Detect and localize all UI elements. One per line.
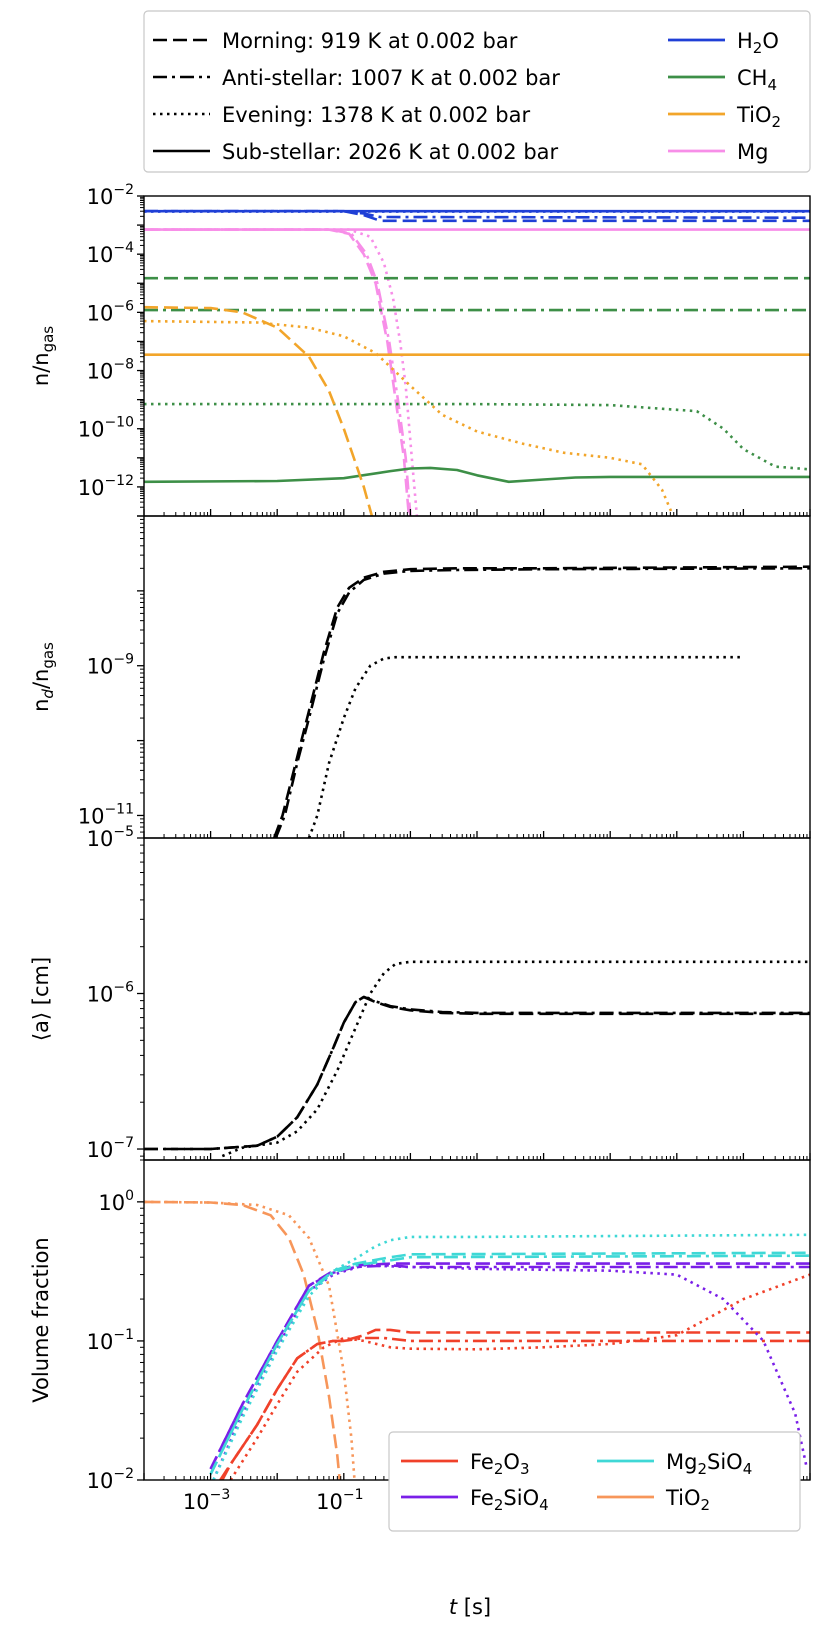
- x-ticks: [143, 1153, 811, 1160]
- legend-label: CH4: [737, 66, 777, 94]
- y-tick-label: 10−9: [87, 652, 134, 679]
- series-group: [144, 960, 810, 1158]
- y-tick-label: 10−6: [87, 980, 134, 1007]
- y-axis-label: n/ngas: [29, 326, 57, 386]
- x-tick-label: 10−3: [183, 1487, 230, 1514]
- series-line-dashdot: [144, 995, 810, 1151]
- series-line-h2o-dashdot: [144, 209, 810, 219]
- legend-top: Morning: 919 K at 0.002 bar Anti-stellar:…: [143, 10, 811, 173]
- legend-label: Sub-stellar: 2026 K at 0.002 bar: [222, 140, 559, 164]
- y-ticks: 100 10−1 10−2: [87, 1159, 144, 1493]
- panel-1: 10−2 10−4 10−6 10−8 10−10 10−12 n/ngas: [29, 182, 811, 517]
- y-tick-label: 10−8: [87, 357, 134, 384]
- legend-bottom-frame: [388, 1431, 801, 1532]
- series-line-fe2sio4-dashdot: [209, 1264, 810, 1470]
- legend-top-frame: [143, 10, 811, 173]
- series-line-dashdot: [274, 566, 810, 838]
- series-group: [144, 1200, 810, 1480]
- legend-label: Evening: 1378 K at 0.002 bar: [222, 103, 530, 127]
- y-ticks: 10−9 10−11: [78, 515, 144, 839]
- series-line-fe2o3-dashdot: [221, 1336, 810, 1480]
- legend-label: Fe2SiO4: [470, 1486, 549, 1514]
- series-line-ch4-solid: [144, 466, 810, 484]
- y-tick-label: 100: [98, 1188, 134, 1215]
- series-line-fe2o3-dotted: [229, 1273, 810, 1480]
- legend-label: Fe2O3: [470, 1450, 529, 1478]
- series-line-mg2sio4-dashed: [209, 1251, 810, 1475]
- series-line-dotted: [221, 960, 810, 1158]
- series-line-dashed: [272, 565, 810, 838]
- series-line-dotted: [307, 655, 744, 838]
- y-tick-label: 10−5: [87, 824, 134, 851]
- legend-label: Anti-stellar: 1007 K at 0.002 bar: [222, 66, 560, 90]
- series-line-ch4-dotted: [144, 402, 810, 471]
- y-ticks: 10−5 10−6 10−7: [87, 824, 144, 1162]
- legend-label: TiO2: [736, 103, 781, 131]
- panel-frame: [143, 837, 811, 1161]
- series-line-tio2-dashed: [144, 305, 374, 516]
- legend-label: TiO2: [665, 1486, 710, 1514]
- x-ticks: [143, 509, 811, 516]
- series-line-fe2sio4-dotted: [212, 1264, 809, 1480]
- y-ticks: 10−2 10−4 10−6 10−8 10−10 10−12: [78, 182, 144, 517]
- series-line-mg2sio4-dashdot: [209, 1254, 810, 1475]
- y-tick-label: 10−11: [78, 801, 134, 828]
- y-axis-label: ⟨a⟩ [cm]: [29, 957, 53, 1041]
- y-axis-label: nd/ngas: [29, 642, 57, 712]
- series-line-dashed: [144, 995, 810, 1151]
- legend-label: Morning: 919 K at 0.002 bar: [222, 29, 518, 53]
- series-group: [272, 565, 810, 838]
- x-axis-label: t [s]: [449, 1595, 491, 1619]
- x-tick-label: 10−1: [316, 1487, 363, 1514]
- series-line-mg2sio4-dotted: [212, 1233, 810, 1480]
- y-tick-label: 10−2: [87, 182, 134, 209]
- legend-bottom: Fe2O3 Mg2SiO4 Fe2SiO4 TiO2: [388, 1431, 801, 1532]
- y-tick-label: 10−6: [87, 298, 134, 325]
- legend-label: Mg2SiO4: [666, 1450, 752, 1478]
- y-tick-label: 10−1: [87, 1327, 134, 1354]
- series-line-fe2sio4-dashed: [209, 1262, 810, 1470]
- series-group: [144, 209, 810, 516]
- x-ticks: [143, 831, 811, 838]
- panel-frame: [143, 515, 811, 839]
- y-axis-label: Volume fraction: [29, 1237, 53, 1402]
- series-line-tio2-dashed: [144, 1200, 342, 1480]
- legend-label: H2O: [737, 29, 779, 57]
- y-tick-label: 10−7: [87, 1135, 134, 1162]
- series-line-mg-dashdot: [144, 228, 412, 516]
- y-tick-label: 10−12: [78, 473, 134, 500]
- y-tick-label: 10−10: [78, 415, 134, 442]
- panel-2: 10−9 10−11 nd/ngas: [29, 515, 811, 839]
- y-tick-label: 10−2: [87, 1466, 134, 1493]
- panel-3: 10−5 10−6 10−7 ⟨a⟩ [cm]: [29, 824, 811, 1162]
- legend-label: Mg: [737, 140, 768, 164]
- series-line-tio2-dotted: [144, 1200, 356, 1480]
- series-line-tio2-dotted: [144, 319, 675, 516]
- y-tick-label: 10−4: [87, 240, 134, 267]
